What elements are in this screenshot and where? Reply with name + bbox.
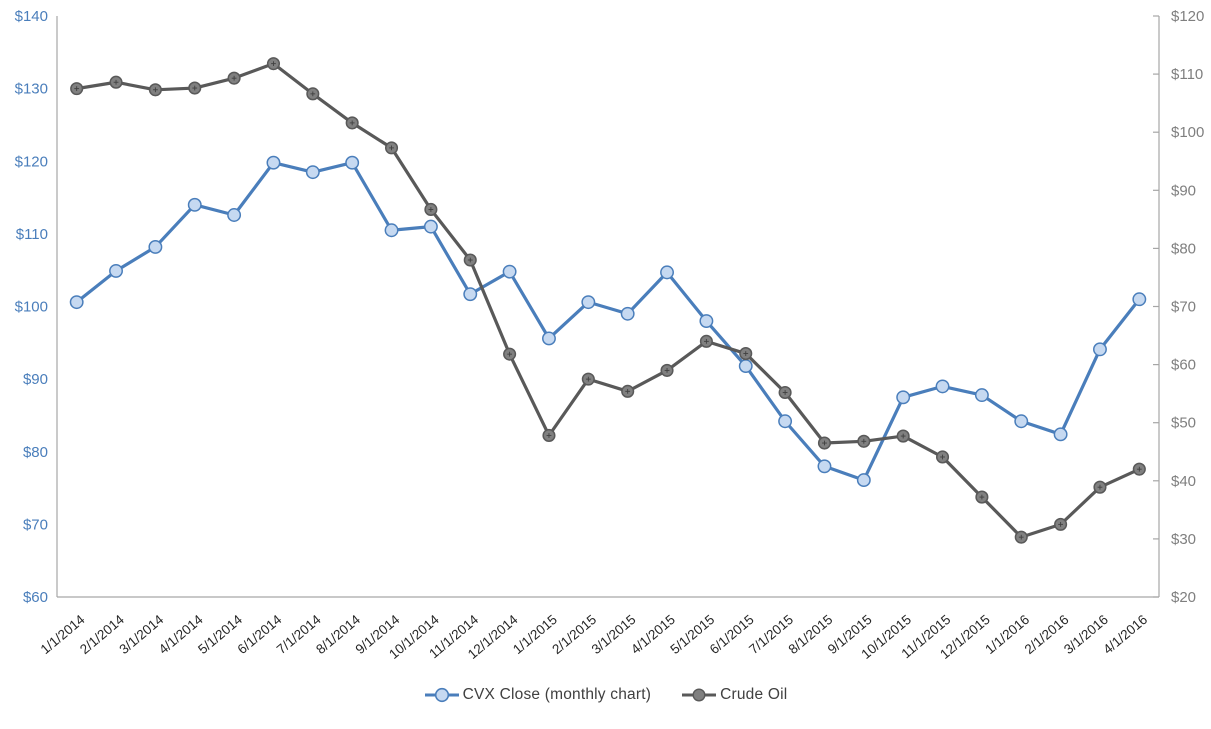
right-axis-tick-label: $120 <box>1171 8 1204 25</box>
chart-legend: CVX Close (monthly chart) Crude Oil <box>0 680 1211 710</box>
crude-oil-line <box>75 62 1141 539</box>
left-axis-tick-label: $140 <box>15 8 48 25</box>
cvx-close-marker <box>974 388 989 403</box>
cvx-close-marker <box>817 459 832 474</box>
legend-item-crude-oil: Crude Oil <box>681 686 787 704</box>
cvx-close-marker <box>542 331 556 346</box>
right-axis-tick-label: $30 <box>1171 531 1196 548</box>
right-axis-tick-label: $50 <box>1171 415 1196 432</box>
cvx-close-marker <box>738 359 753 374</box>
cvx-close-marker <box>1053 427 1068 442</box>
cvx-close-marker <box>935 379 950 394</box>
cvx-close-marker <box>896 390 911 405</box>
legend-label-cvx-close: CVX Close (monthly chart) <box>462 686 652 703</box>
cvx-close-marker <box>423 219 438 234</box>
cvx-close-marker <box>699 314 714 328</box>
cvx-close-marker <box>227 208 242 222</box>
x-axis-tick-label: 4/1/2016 <box>1100 612 1150 657</box>
right-axis-tick-label: $20 <box>1171 589 1196 606</box>
cvx-close-line <box>75 161 1141 482</box>
right-axis-tick-label: $110 <box>1171 66 1203 83</box>
legend-marker-cvx-close-icon <box>424 687 459 703</box>
right-axis-tick-label: $90 <box>1171 182 1196 199</box>
cvx-close-marker <box>305 165 320 180</box>
cvx-close-marker <box>148 239 163 254</box>
legend-item-cvx-close: CVX Close (monthly chart) <box>424 686 651 704</box>
left-axis-tick-label: $90 <box>23 371 48 388</box>
cvx-close-marker <box>660 265 674 280</box>
left-axis-tick-label: $110 <box>16 226 48 243</box>
left-axis-tick-label: $120 <box>15 153 48 170</box>
legend-label-crude-oil: Crude Oil <box>720 686 788 703</box>
cvx-close-marker <box>778 414 793 429</box>
legend-marker-crude-oil-icon <box>682 688 717 702</box>
cvx-close-marker <box>1132 292 1147 307</box>
cvx-close-marker <box>384 223 399 238</box>
cvx-close-marker <box>1093 342 1107 357</box>
cvx-close-marker <box>620 306 635 321</box>
cvx-close-marker <box>1014 414 1029 429</box>
cvx-close-marker <box>109 263 123 278</box>
left-axis-tick-label: $70 <box>23 516 48 533</box>
cvx-close-marker <box>581 295 596 310</box>
cvx-close-marker <box>345 155 360 170</box>
left-axis-tick-label: $80 <box>23 444 48 461</box>
cvx-close-marker <box>502 264 517 279</box>
cvx-close-marker <box>266 155 281 170</box>
right-axis-tick-label: $80 <box>1171 240 1196 257</box>
left-axis-tick-label: $60 <box>23 589 48 606</box>
cvx-close-marker <box>69 295 84 310</box>
left-axis-tick-label: $130 <box>15 81 48 98</box>
right-axis-tick-label: $100 <box>1171 124 1204 141</box>
cvx-close-marker <box>856 473 871 488</box>
cvx-close-marker <box>463 287 478 302</box>
right-axis-tick-label: $60 <box>1171 357 1196 374</box>
left-axis-tick-label: $100 <box>15 299 48 316</box>
right-axis-tick-label: $70 <box>1171 299 1196 316</box>
cvx-close-marker <box>187 197 202 212</box>
right-axis-tick-label: $40 <box>1171 473 1196 490</box>
